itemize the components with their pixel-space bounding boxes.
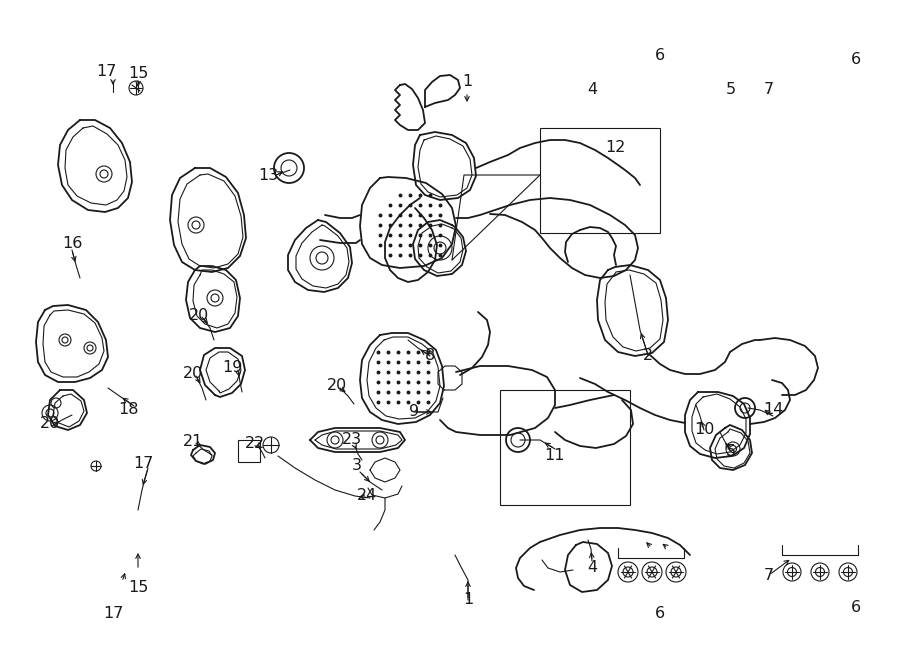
Text: 11: 11 — [544, 447, 565, 463]
Text: 6: 6 — [655, 605, 665, 621]
Text: 12: 12 — [605, 141, 626, 155]
Text: 20: 20 — [40, 416, 60, 432]
Text: 4: 4 — [587, 559, 597, 574]
Text: 2: 2 — [643, 348, 653, 362]
Text: 6: 6 — [850, 600, 861, 615]
Text: 7: 7 — [764, 83, 774, 98]
Text: 8: 8 — [425, 348, 435, 364]
Text: 13: 13 — [258, 167, 278, 182]
Text: 20: 20 — [327, 379, 347, 393]
Text: 5: 5 — [726, 83, 736, 98]
Text: 3: 3 — [352, 459, 362, 473]
Text: 16: 16 — [62, 237, 82, 251]
Text: 10: 10 — [694, 422, 715, 438]
Text: 1: 1 — [463, 592, 473, 607]
Text: 20: 20 — [183, 366, 203, 381]
Text: 15: 15 — [128, 580, 148, 596]
Text: 24: 24 — [357, 488, 377, 502]
Text: 6: 6 — [655, 48, 665, 63]
Text: 15: 15 — [128, 65, 148, 81]
Text: 22: 22 — [245, 436, 266, 451]
Text: 4: 4 — [587, 83, 597, 98]
Text: 14: 14 — [763, 403, 783, 418]
Text: 1: 1 — [462, 75, 472, 89]
Text: 6: 6 — [850, 52, 861, 67]
Text: 7: 7 — [764, 568, 774, 582]
Text: 18: 18 — [119, 403, 140, 418]
Text: 17: 17 — [103, 607, 123, 621]
Text: 17: 17 — [133, 457, 153, 471]
Text: 9: 9 — [409, 405, 419, 420]
Text: 20: 20 — [189, 307, 209, 323]
Text: 23: 23 — [342, 432, 362, 447]
Bar — [500, 390, 630, 505]
Bar — [238, 440, 260, 462]
Text: 5: 5 — [726, 444, 736, 459]
Text: 17: 17 — [95, 65, 116, 79]
Text: 19: 19 — [221, 360, 242, 375]
Text: 21: 21 — [183, 434, 203, 449]
Bar — [540, 128, 660, 233]
